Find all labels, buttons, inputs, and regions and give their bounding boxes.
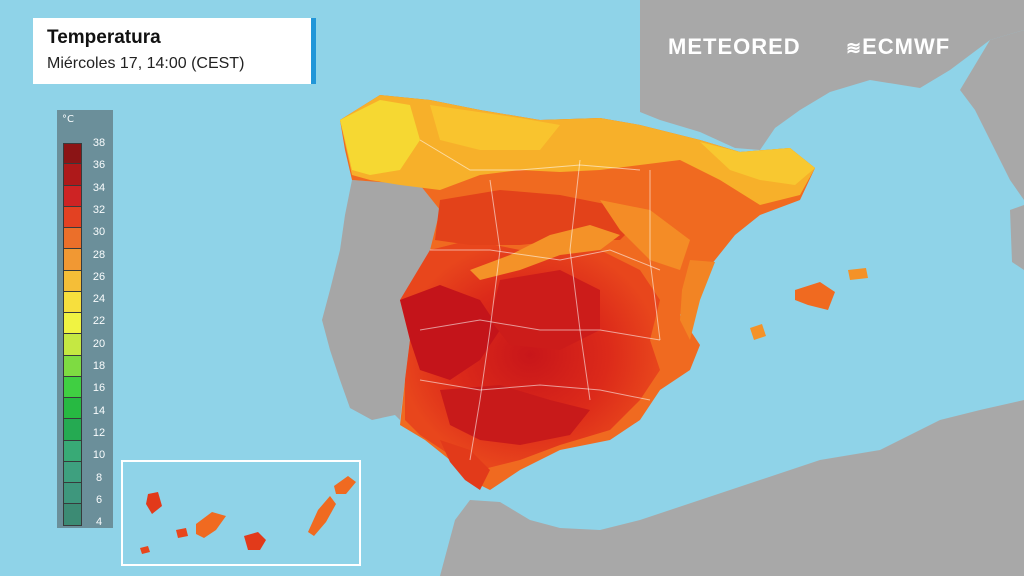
legend-label: 18: [92, 360, 106, 372]
legend-swatch: [63, 376, 82, 398]
sistema-central-band: [470, 225, 620, 280]
legend-label: 22: [92, 315, 106, 328]
map-subtitle: Miércoles 17, 14:00 (CEST): [47, 55, 245, 72]
legend-label: 32: [92, 203, 106, 216]
legend-swatch: [63, 504, 82, 526]
canary-islands: [140, 476, 356, 554]
legend-label: 8: [95, 471, 103, 484]
legend-swatch: [63, 313, 82, 335]
legend-label: 14: [92, 404, 106, 417]
legend-swatch: [63, 206, 82, 228]
legend-label: 26: [92, 270, 106, 283]
region-borders: [419, 139, 661, 461]
legend-label: 4: [95, 516, 103, 529]
france-land: [640, 0, 1024, 150]
cantabria-yellow: [430, 105, 560, 150]
legend-swatch: [63, 419, 82, 441]
legend-unit: °C: [62, 114, 74, 125]
legend-swatch: [63, 440, 82, 462]
mallorca-island: [795, 282, 835, 310]
levante-band: [680, 260, 715, 340]
title-box: Temperatura Miércoles 17, 14:00 (CEST): [33, 18, 316, 84]
legend-label: 30: [92, 226, 106, 239]
ecmwf-logo: ≋ECMWF: [846, 34, 950, 60]
legend-label: 36: [92, 159, 106, 172]
iberico-band: [600, 200, 690, 270]
legend-swatch: [63, 164, 82, 186]
meteored-logo: METEORED: [668, 34, 801, 59]
portugal-land: [322, 180, 440, 420]
legend-swatch: [63, 461, 82, 483]
legend-swatch: [63, 291, 82, 313]
legend-swatch: [63, 270, 82, 292]
sardinia-land: [1010, 205, 1024, 270]
galicia-yellow: [340, 100, 420, 175]
pyrenees-yellow: [700, 142, 815, 185]
map-title: Temperatura: [47, 27, 161, 48]
legend-label: 10: [92, 449, 106, 462]
mancha-core: [490, 270, 600, 350]
cadiz-area: [440, 440, 490, 490]
legend-label: 34: [92, 181, 106, 194]
italy-land: [960, 30, 1024, 200]
legend-label: 24: [92, 293, 106, 306]
temperature-legend: °C 38 36 34 32 30 28 26 24 22 20 18 16 14 12 10 8 6 4: [57, 110, 113, 528]
legend-label: 20: [92, 337, 106, 350]
menorca-island: [848, 268, 868, 280]
extremadura-core: [400, 285, 500, 380]
legend-swatch: [63, 398, 82, 420]
legend-swatch: [63, 355, 82, 377]
canary-islands-inset-frame: [121, 460, 361, 566]
ibiza-island: [750, 324, 766, 340]
legend-label: 38: [92, 137, 106, 149]
africa-land: [440, 400, 1024, 576]
legend-swatch: [63, 249, 82, 271]
legend-label: 12: [92, 426, 106, 439]
legend-swatch: [63, 228, 82, 250]
andalucia-core: [440, 385, 590, 445]
legend-label: 16: [92, 382, 106, 395]
legend-label: 6: [95, 493, 103, 506]
legend-label: 28: [92, 248, 106, 261]
ecmwf-wave-icon: ≋: [846, 38, 863, 58]
legend-swatch: [63, 334, 82, 356]
legend-swatch: [63, 483, 82, 505]
legend-color-bar: [63, 143, 82, 526]
legend-swatch: [63, 143, 82, 165]
ecmwf-logo-text: ECMWF: [862, 34, 951, 59]
legend-swatch: [63, 185, 82, 207]
